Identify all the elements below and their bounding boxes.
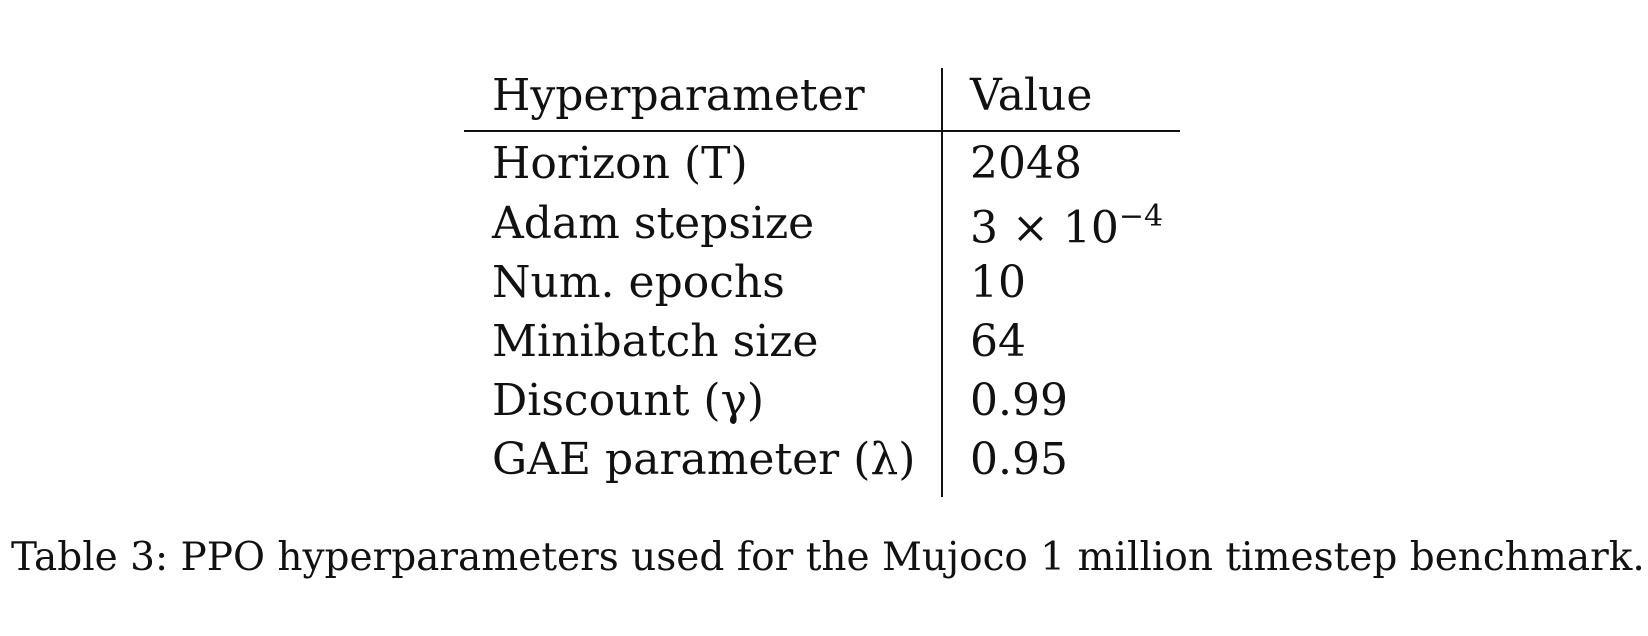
adam-stepsize-exponent: −4 bbox=[1118, 199, 1164, 234]
header-value: Value bbox=[970, 70, 1093, 121]
column-divider bbox=[941, 68, 943, 497]
header-hyperparameter: Hyperparameter bbox=[492, 70, 865, 121]
row-label-discount: Discount (γ) bbox=[492, 375, 765, 426]
row-value-num-epochs: 10 bbox=[970, 257, 1026, 308]
row-value-horizon: 2048 bbox=[970, 138, 1082, 189]
header-rule bbox=[464, 130, 1180, 132]
row-label-adam-stepsize: Adam stepsize bbox=[492, 198, 815, 249]
row-value-gae-parameter: 0.95 bbox=[970, 434, 1068, 485]
row-label-minibatch-size: Minibatch size bbox=[492, 316, 819, 367]
row-label-horizon: Horizon (T) bbox=[492, 138, 748, 189]
row-value-discount: 0.99 bbox=[970, 375, 1068, 426]
table-caption: Table 3: PPO hyperparameters used for th… bbox=[11, 535, 1645, 580]
row-label-num-epochs: Num. epochs bbox=[492, 257, 785, 308]
adam-stepsize-base: 3 × 10 bbox=[970, 202, 1119, 254]
row-value-minibatch-size: 64 bbox=[970, 316, 1026, 367]
row-label-gae-parameter: GAE parameter (λ) bbox=[492, 434, 916, 485]
hyperparameter-table: Hyperparameter Value Horizon (T) 2048 Ad… bbox=[464, 62, 1184, 498]
row-value-adam-stepsize: 3 × 10−4 bbox=[970, 202, 1163, 251]
